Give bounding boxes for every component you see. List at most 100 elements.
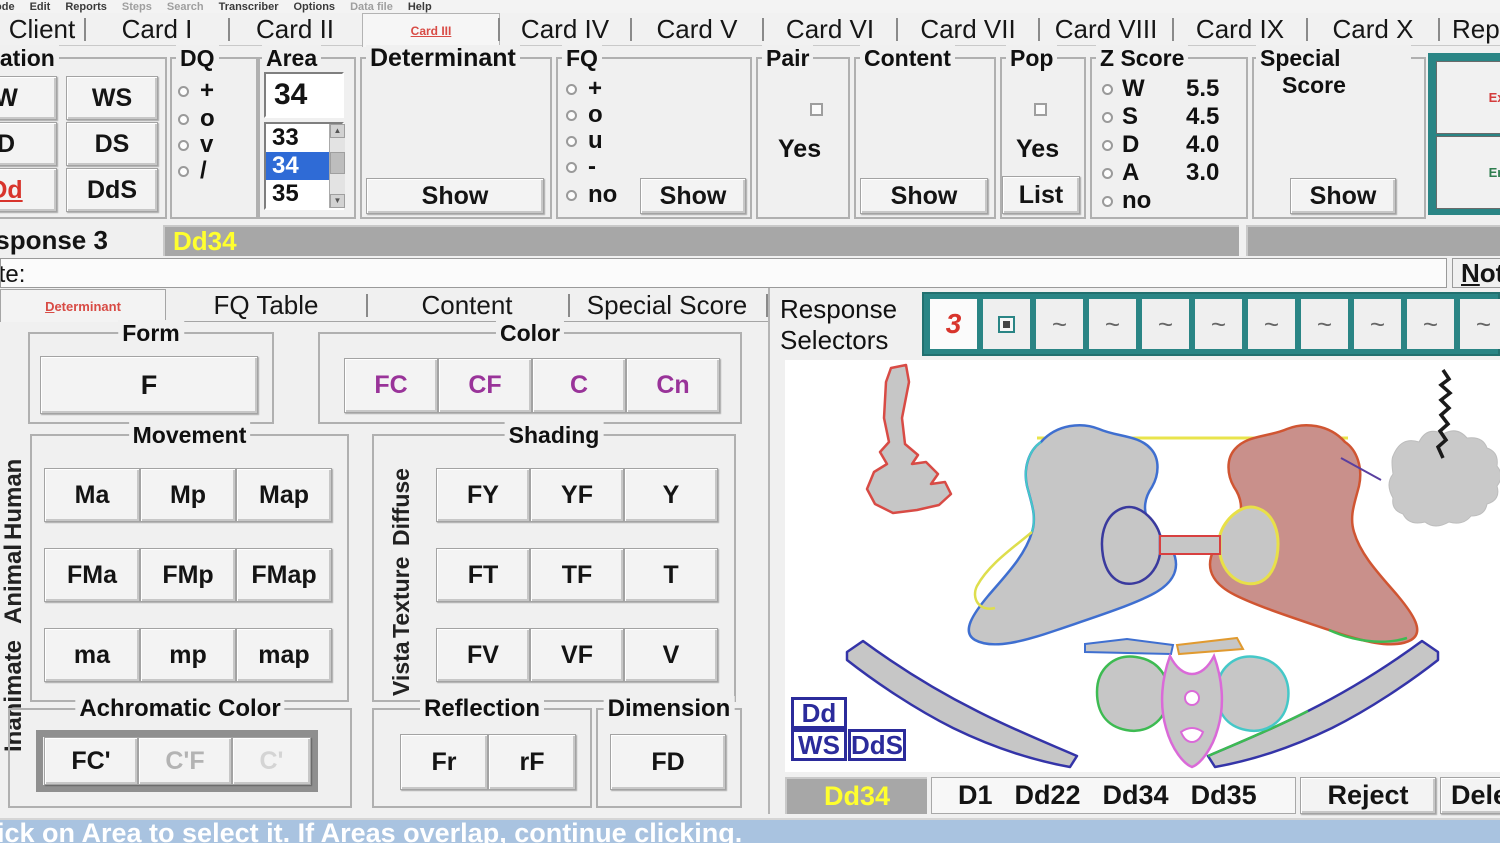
shading-vf-button[interactable]: VF bbox=[530, 628, 624, 682]
menu-item-mode[interactable]: ode bbox=[0, 0, 15, 13]
form-f-button[interactable]: F bbox=[40, 356, 258, 414]
area-list-item[interactable]: 33 bbox=[272, 124, 299, 151]
tab-card-6[interactable]: Card VI bbox=[785, 13, 875, 44]
shading-fv-button[interactable]: FV bbox=[436, 628, 530, 682]
selector-cell[interactable] bbox=[983, 299, 1030, 349]
zscore-w-radio[interactable] bbox=[1102, 84, 1113, 95]
selector-cell[interactable]: ~ bbox=[1036, 299, 1083, 349]
tab-card-1[interactable]: Card I bbox=[121, 13, 193, 44]
content-show-button[interactable]: Show bbox=[860, 178, 988, 214]
location-ws-button[interactable]: WS bbox=[66, 76, 158, 120]
current-area-button[interactable]: Dd34 bbox=[785, 777, 927, 814]
selector-cell[interactable]: ~ bbox=[1248, 299, 1295, 349]
reflection-rf-button[interactable]: rF bbox=[488, 734, 576, 790]
menu-item-transcriber[interactable]: Transcriber bbox=[218, 0, 279, 13]
selector-cell[interactable]: ~ bbox=[1089, 299, 1136, 349]
selector-cell[interactable]: ~ bbox=[1301, 299, 1348, 349]
scrollbar-thumb[interactable] bbox=[330, 152, 345, 174]
pair-checkbox[interactable] bbox=[810, 103, 823, 116]
color-fc-button[interactable]: FC bbox=[344, 358, 438, 413]
area-option-dd35[interactable]: Dd35 bbox=[1190, 780, 1257, 810]
tab-card-3-selected[interactable]: Card III bbox=[362, 13, 500, 47]
tab-card-2[interactable]: Card II bbox=[255, 13, 335, 44]
shading-ft-button[interactable]: FT bbox=[436, 548, 530, 602]
area-list-scrollbar[interactable]: ▲ ▼ bbox=[329, 124, 345, 208]
scroll-down-icon[interactable]: ▼ bbox=[330, 194, 345, 208]
achromatic-fc-button[interactable]: FC' bbox=[44, 737, 138, 785]
tab-card-4[interactable]: Card IV bbox=[520, 13, 610, 44]
selector-cell[interactable]: ~ bbox=[1354, 299, 1401, 349]
reject-button[interactable]: Reject bbox=[1300, 777, 1436, 814]
color-c-button[interactable]: C bbox=[532, 358, 626, 413]
movement-fmap-button[interactable]: FMap bbox=[236, 548, 332, 602]
fq-o-radio[interactable] bbox=[566, 110, 577, 121]
determinant-show-button[interactable]: Show bbox=[366, 178, 544, 214]
selector-current-response[interactable]: 3 bbox=[930, 299, 977, 349]
movement-small-ma-button[interactable]: ma bbox=[44, 628, 140, 682]
tab-card-9[interactable]: Card IX bbox=[1195, 13, 1285, 44]
shading-tf-button[interactable]: TF bbox=[530, 548, 624, 602]
location-w-button[interactable]: W bbox=[0, 76, 57, 120]
selector-cell[interactable]: ~ bbox=[1142, 299, 1189, 349]
area-input[interactable]: 34 bbox=[264, 72, 344, 118]
exit-code-button[interactable]: Exit Co bbox=[1436, 61, 1500, 134]
location-ds-button[interactable]: DS bbox=[66, 122, 158, 166]
zscore-s-radio[interactable] bbox=[1102, 112, 1113, 123]
menu-item-reports[interactable]: Reports bbox=[65, 0, 107, 13]
area-option-dd34[interactable]: Dd34 bbox=[1102, 780, 1169, 810]
movement-mp-button[interactable]: Mp bbox=[140, 468, 236, 522]
dq-slash-radio[interactable] bbox=[178, 166, 189, 177]
shading-yf-button[interactable]: YF bbox=[530, 468, 624, 522]
fq-no-radio[interactable] bbox=[566, 190, 577, 201]
inkblot-svg[interactable] bbox=[785, 360, 1500, 772]
dq-v-radio[interactable] bbox=[178, 140, 189, 151]
shading-t-button[interactable]: T bbox=[624, 548, 718, 602]
selector-cell[interactable]: ~ bbox=[1407, 299, 1454, 349]
dimension-fd-button[interactable]: FD bbox=[610, 734, 726, 790]
inkblot-area[interactable]: Dd WS DdS bbox=[785, 360, 1500, 772]
shading-fy-button[interactable]: FY bbox=[436, 468, 530, 522]
legend-dd-box[interactable]: Dd bbox=[791, 697, 847, 729]
score-tab-special-score[interactable]: Special Score bbox=[586, 290, 748, 320]
movement-ma-button[interactable]: Ma bbox=[44, 468, 140, 522]
fq-u-radio[interactable] bbox=[566, 136, 577, 147]
note-field[interactable]: Note: bbox=[0, 258, 1447, 288]
tab-card-7[interactable]: Card VII bbox=[920, 13, 1016, 44]
color-cf-button[interactable]: CF bbox=[438, 358, 532, 413]
tab-card-8[interactable]: Card VIII bbox=[1054, 13, 1158, 44]
legend-ws-box[interactable]: WS bbox=[791, 729, 847, 761]
menu-item-edit[interactable]: Edit bbox=[29, 0, 51, 13]
fq-show-button[interactable]: Show bbox=[640, 178, 746, 214]
movement-fma-button[interactable]: FMa bbox=[44, 548, 140, 602]
fq-minus-radio[interactable] bbox=[566, 162, 577, 173]
pop-checkbox[interactable] bbox=[1034, 103, 1047, 116]
area-option-d1[interactable]: D1 bbox=[958, 780, 993, 810]
shading-y-button[interactable]: Y bbox=[624, 468, 718, 522]
location-dd-button-selected[interactable]: Dd bbox=[0, 168, 57, 212]
menu-item-help[interactable]: Help bbox=[407, 0, 432, 13]
movement-small-map-button[interactable]: map bbox=[236, 628, 332, 682]
error-check-button[interactable]: Error C bbox=[1436, 136, 1500, 209]
zscore-d-radio[interactable] bbox=[1102, 140, 1113, 151]
special-score-show-button[interactable]: Show bbox=[1290, 178, 1396, 214]
fq-plus-radio[interactable] bbox=[566, 84, 577, 95]
score-tab-determinant-selected[interactable]: Determinant bbox=[0, 289, 166, 322]
movement-map-button[interactable]: Map bbox=[236, 468, 332, 522]
dq-plus-radio[interactable] bbox=[178, 86, 189, 97]
tab-reports[interactable]: Rep bbox=[1452, 13, 1500, 44]
movement-small-mp-button[interactable]: mp bbox=[140, 628, 236, 682]
dq-o-radio[interactable] bbox=[178, 114, 189, 125]
location-dds-button[interactable]: DdS bbox=[66, 168, 158, 212]
tab-card-5[interactable]: Card V bbox=[656, 13, 738, 44]
area-list-item[interactable]: 35 bbox=[272, 180, 299, 207]
color-cn-button[interactable]: Cn bbox=[626, 358, 720, 413]
movement-fmp-button[interactable]: FMp bbox=[140, 548, 236, 602]
reflection-fr-button[interactable]: Fr bbox=[400, 734, 488, 790]
selector-cell[interactable]: ~ bbox=[1460, 299, 1500, 349]
tab-card-10[interactable]: Card X bbox=[1332, 13, 1414, 44]
shading-v-button[interactable]: V bbox=[624, 628, 718, 682]
pop-list-button[interactable]: List bbox=[1002, 176, 1080, 214]
tab-client[interactable]: Client bbox=[8, 13, 76, 44]
menu-item-options[interactable]: Options bbox=[293, 0, 336, 13]
achromatic-c-button[interactable]: C' bbox=[232, 737, 311, 785]
